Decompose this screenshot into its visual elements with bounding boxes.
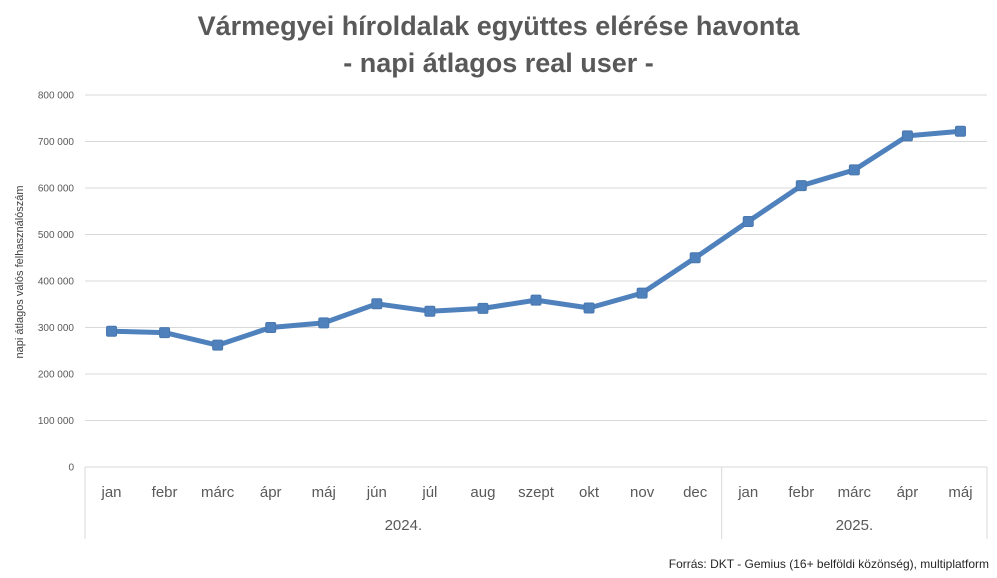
y-tick-label: 600 000 bbox=[38, 184, 75, 195]
x-tick-label: márc bbox=[201, 484, 235, 501]
y-tick-label: 200 000 bbox=[38, 370, 75, 381]
x-group-label: 2025. bbox=[836, 517, 874, 534]
x-tick-label: jan bbox=[737, 484, 758, 501]
x-tick-label: szept bbox=[518, 484, 555, 501]
x-tick-label: ápr bbox=[260, 484, 282, 501]
y-axis-ticks: 0 100 000 200 000 300 000 400 000 500 000 600 … bbox=[38, 91, 75, 474]
x-tick-label: febr bbox=[152, 484, 178, 501]
data-point bbox=[530, 294, 542, 306]
data-point bbox=[795, 180, 807, 192]
series-layer bbox=[106, 125, 966, 351]
series-line bbox=[109, 128, 963, 348]
x-axis: jan febr márc ápr máj jún júl aug szept okt nov dec… bbox=[84, 466, 988, 539]
data-point bbox=[848, 164, 860, 176]
data-point bbox=[424, 305, 436, 317]
y-tick-label: 0 bbox=[68, 463, 74, 474]
x-tick-label: máj bbox=[948, 484, 972, 501]
data-point bbox=[265, 322, 277, 333]
data-point bbox=[954, 125, 966, 137]
data-point bbox=[901, 130, 913, 142]
y-tick-label: 700 000 bbox=[38, 137, 75, 148]
data-point bbox=[689, 252, 701, 264]
chart-title-line-2: - napi átlagos real user - bbox=[343, 48, 654, 78]
x-tick-label: júl bbox=[421, 484, 437, 501]
x-group-label: 2024. bbox=[385, 517, 423, 534]
x-tick-label: máj bbox=[312, 484, 336, 501]
y-tick-label: 800 000 bbox=[38, 91, 75, 102]
y-tick-label: 400 000 bbox=[38, 277, 75, 288]
y-axis-label: napi átlagos valós felhasználószám bbox=[14, 185, 26, 358]
x-tick-label: febr bbox=[788, 484, 814, 501]
data-point bbox=[477, 302, 489, 314]
source-note: Forrás: DKT - Gemius (16+ belföldi közön… bbox=[668, 557, 989, 571]
x-tick-label: jún bbox=[366, 484, 387, 501]
chart-title: Vármegyei híroldalak együttes elérése ha… bbox=[0, 8, 997, 82]
data-point bbox=[106, 325, 118, 337]
x-tick-label: márc bbox=[838, 484, 872, 501]
data-point bbox=[583, 302, 595, 314]
x-tick-label: okt bbox=[579, 484, 600, 501]
x-tick-label: nov bbox=[630, 484, 655, 501]
data-point bbox=[212, 339, 224, 351]
x-tick-label: jan bbox=[101, 484, 122, 501]
data-point bbox=[742, 215, 754, 227]
y-tick-label: 300 000 bbox=[38, 323, 75, 334]
chart-title-line-1: Vármegyei híroldalak együttes elérése ha… bbox=[197, 11, 800, 41]
data-point bbox=[159, 327, 171, 339]
x-tick-label: ápr bbox=[897, 484, 919, 501]
y-tick-label: 100 000 bbox=[38, 416, 75, 427]
y-tick-label: 500 000 bbox=[38, 230, 75, 241]
gridlines bbox=[85, 94, 987, 421]
data-point bbox=[636, 287, 648, 299]
x-tick-label: aug bbox=[470, 484, 495, 501]
x-tick-label: dec bbox=[683, 484, 708, 501]
data-point bbox=[371, 298, 383, 310]
data-point bbox=[318, 317, 330, 329]
